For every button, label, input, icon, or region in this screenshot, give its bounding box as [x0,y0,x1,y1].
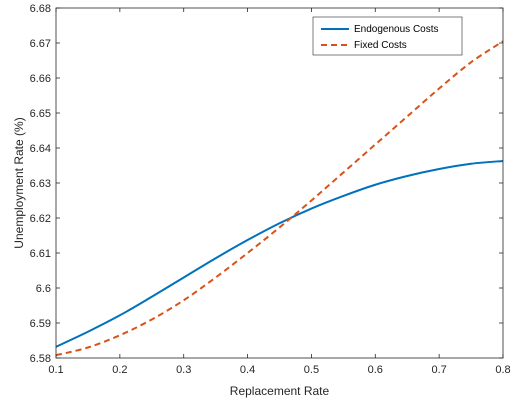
y-tick-label: 6.61 [30,248,51,260]
x-axis-label: Replacement Rate [230,384,330,398]
x-tick-label: 0.8 [495,364,510,376]
y-tick-label: 6.63 [30,178,51,190]
y-tick-label: 6.65 [30,108,51,120]
x-tick-label: 0.2 [112,364,127,376]
x-tick-label: 0.5 [304,364,319,376]
y-tick-label: 6.64 [30,143,51,155]
legend: Endogenous Costs Fixed Costs [312,16,463,56]
y-axis-label: Unemployment Rate (%) [12,117,26,248]
series-line-endogenous-costs [55,159,504,348]
y-tick-label: 6.68 [30,3,51,15]
legend-box [312,16,463,56]
y-tick-label: 6.6 [36,283,51,295]
y-tick-label: 6.67 [30,38,51,50]
y-tick-label: 6.58 [30,353,51,365]
legend-label-fixed: Fixed Costs [354,40,407,51]
plot-area [56,8,503,358]
y-tick-label: 6.66 [30,73,51,85]
x-tick-label: 0.6 [368,364,383,376]
legend-label-endogenous: Endogenous Costs [354,24,439,35]
y-tick-label: 6.59 [30,318,51,330]
x-tick-label: 0.3 [176,364,191,376]
x-tick-label: 0.7 [431,364,446,376]
y-tick-label: 6.62 [30,213,51,225]
x-tick-label: 0.1 [48,364,63,376]
series-line-fixed-costs [55,40,504,357]
x-tick-label: 0.4 [240,364,255,376]
